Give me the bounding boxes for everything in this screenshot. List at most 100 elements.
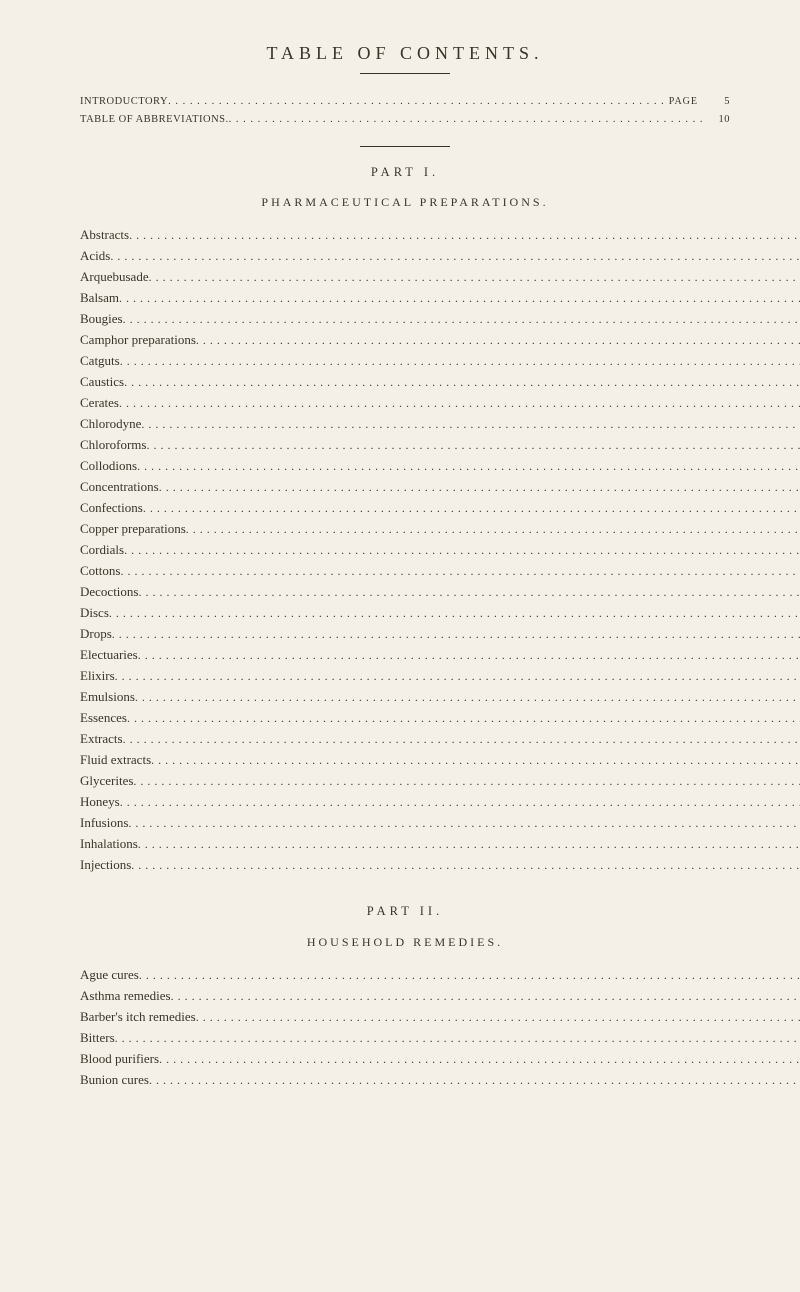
entry-dots: . . . . . . . . . . . . . . . . . . . . … [159, 478, 800, 496]
entry-page: 10 [706, 112, 730, 128]
entry-dots: . . . . . . . . . . . . . . . . . . . . … [149, 1071, 800, 1089]
part2-left-col: Ague cures. . . . . . . . . . . . . . . … [80, 965, 800, 1091]
entry-page: 5 [706, 94, 730, 110]
entry-label: Caustics [80, 372, 124, 392]
toc-entry: Injections. . . . . . . . . . . . . . . … [80, 855, 800, 875]
entry-label: Extracts [80, 729, 123, 749]
part1-columns: Abstracts. . . . . . . . . . . . . . . .… [80, 225, 730, 876]
entry-dots: . . . . . . . . . . . . . . . . . . . . … [143, 499, 800, 517]
toc-entry: Blood purifiers. . . . . . . . . . . . .… [80, 1049, 800, 1069]
entry-dots: . . . . . . . . . . . . . . . . . . . . … [137, 457, 800, 475]
toc-entry: Honeys. . . . . . . . . . . . . . . . . … [80, 792, 800, 812]
toc-entry: Caustics. . . . . . . . . . . . . . . . … [80, 372, 800, 392]
page-label: PAGE [669, 94, 698, 110]
entry-label: INTRODUCTORY [80, 94, 168, 110]
entry-label: Discs [80, 603, 109, 623]
entry-dots: . . . . . . . . . . . . . . . . . . . . … [119, 394, 800, 412]
toc-entry: Abstracts. . . . . . . . . . . . . . . .… [80, 225, 800, 245]
toc-entry: Inhalations. . . . . . . . . . . . . . .… [80, 834, 800, 854]
entry-label: Balsam [80, 288, 119, 308]
entry-label: Copper preparations [80, 519, 186, 539]
entry-label: Decoctions [80, 582, 138, 602]
entry-label: Abstracts [80, 225, 129, 245]
entry-dots: . . . . . . . . . . . . . . . . . . . . … [129, 226, 800, 244]
entry-dots: . . . . . . . . . . . . . . . . . . . . … [120, 562, 800, 580]
entry-label: Concentrations [80, 477, 159, 497]
toc-entry: Electuaries. . . . . . . . . . . . . . .… [80, 645, 800, 665]
entry-dots: . . . . . . . . . . . . . . . . . . . . … [171, 987, 800, 1005]
entry-label: Cottons [80, 561, 120, 581]
entry-label: TABLE OF ABBREVIATIONS. [80, 112, 229, 128]
entry-dots: . . . . . . . . . . . . . . . . . . . . … [133, 772, 800, 790]
entry-label: Fluid extracts [80, 750, 151, 770]
toc-entry: Bougies. . . . . . . . . . . . . . . . .… [80, 309, 800, 329]
entry-dots: . . . . . . . . . . . . . . . . . . . . … [124, 373, 800, 391]
entry-label: Catguts [80, 351, 120, 371]
toc-entry: Copper preparations. . . . . . . . . . .… [80, 519, 800, 539]
entry-dots: . . . . . . . . . . . . . . . . . . . . … [115, 667, 800, 685]
entry-dots: . . . . . . . . . . . . . . . . . . . . … [109, 604, 800, 622]
entry-dots: . . . . . . . . . . . . . . . . . . . . … [159, 1050, 800, 1068]
entry-dots: . . . . . . . . . . . . . . . . . . . . … [124, 541, 800, 559]
entry-dots: . . . . . . . . . . . . . . . . . . . . … [196, 331, 800, 349]
entry-dots: . . . . . . . . . . . . . . . . . . . . … [151, 751, 800, 769]
toc-entry: Bunion cures. . . . . . . . . . . . . . … [80, 1070, 800, 1090]
entry-label: Drops [80, 624, 112, 644]
entry-label: Cordials [80, 540, 124, 560]
main-title: TABLE OF CONTENTS. [80, 40, 730, 67]
entry-label: Bougies [80, 309, 123, 329]
entry-dots: . . . . . . . . . . . . . . . . . . . . … [127, 709, 800, 727]
entry-label: Acids [80, 246, 110, 266]
upper-entries: INTRODUCTORY . . . . . . . . . . . . . . … [80, 94, 730, 128]
entry-label: Inhalations [80, 834, 138, 854]
entry-dots: . . . . . . . . . . . . . . . . . . . . … [139, 966, 800, 984]
toc-entry: Chlorodyne. . . . . . . . . . . . . . . … [80, 414, 800, 434]
toc-entry: Camphor preparations. . . . . . . . . . … [80, 330, 800, 350]
entry-label: Confections [80, 498, 143, 518]
entry-dots: . . . . . . . . . . . . . . . . . . . . … [123, 730, 800, 748]
entry-dots: . . . . . . . . . . . . . . . . . . . . … [138, 646, 800, 664]
entry-dots: . . . . . . . . . . . . . . . . . . . . … [120, 352, 800, 370]
entry-dots: . . . . . . . . . . . . . . . . . . . . … [138, 835, 800, 853]
entry-label: Arquebusade [80, 267, 149, 287]
toc-entry: Cottons. . . . . . . . . . . . . . . . .… [80, 561, 800, 581]
toc-entry: Elixirs. . . . . . . . . . . . . . . . .… [80, 666, 800, 686]
toc-entry: Infusions. . . . . . . . . . . . . . . .… [80, 813, 800, 833]
upper-entry: INTRODUCTORY. . . . . . . . . . . . . . … [80, 94, 730, 110]
toc-entry: Decoctions. . . . . . . . . . . . . . . … [80, 582, 800, 602]
entry-label: Camphor preparations [80, 330, 196, 350]
entry-label: Ague cures [80, 965, 139, 985]
part2-label: PART II. [80, 902, 730, 921]
entry-label: Honeys [80, 792, 120, 812]
toc-entry: Chloroforms. . . . . . . . . . . . . . .… [80, 435, 800, 455]
part1-left-col: Abstracts. . . . . . . . . . . . . . . .… [80, 225, 800, 876]
entry-label: Chloroforms [80, 435, 146, 455]
entry-label: Essences [80, 708, 127, 728]
entry-label: Barber's itch remedies [80, 1007, 196, 1027]
entry-dots: . . . . . . . . . . . . . . . . . . . . … [186, 520, 800, 538]
entry-dots: . . . . . . . . . . . . . . . . . . . . … [229, 112, 706, 128]
toc-entry: Asthma remedies. . . . . . . . . . . . .… [80, 986, 800, 1006]
entry-label: Electuaries [80, 645, 138, 665]
entry-label: Chlorodyne [80, 414, 141, 434]
entry-label: Elixirs [80, 666, 115, 686]
entry-dots: . . . . . . . . . . . . . . . . . . . . … [196, 1008, 800, 1026]
entry-dots: . . . . . . . . . . . . . . . . . . . . … [141, 415, 800, 433]
toc-entry: Confections. . . . . . . . . . . . . . .… [80, 498, 800, 518]
toc-entry: Cordials. . . . . . . . . . . . . . . . … [80, 540, 800, 560]
entry-dots: . . . . . . . . . . . . . . . . . . . . … [110, 247, 800, 265]
toc-entry: Essences. . . . . . . . . . . . . . . . … [80, 708, 800, 728]
entry-dots: . . . . . . . . . . . . . . . . . . . . … [112, 625, 800, 643]
upper-entry: TABLE OF ABBREVIATIONS.. . . . . . . . .… [80, 112, 730, 128]
toc-entry: Discs. . . . . . . . . . . . . . . . . .… [80, 603, 800, 623]
entry-label: Infusions [80, 813, 128, 833]
entry-dots: . . . . . . . . . . . . . . . . . . . . … [119, 289, 800, 307]
entry-dots: . . . . . . . . . . . . . . . . . . . . … [128, 814, 800, 832]
entry-label: Bunion cures [80, 1070, 149, 1090]
entry-dots: . . . . . . . . . . . . . . . . . . . . … [115, 1029, 800, 1047]
entry-dots: . . . . . . . . . . . . . . . . . . . . … [120, 793, 800, 811]
toc-entry: Ague cures. . . . . . . . . . . . . . . … [80, 965, 800, 985]
toc-entry: Glycerites. . . . . . . . . . . . . . . … [80, 771, 800, 791]
entry-label: Glycerites [80, 771, 133, 791]
entry-label: Collodions [80, 456, 137, 476]
